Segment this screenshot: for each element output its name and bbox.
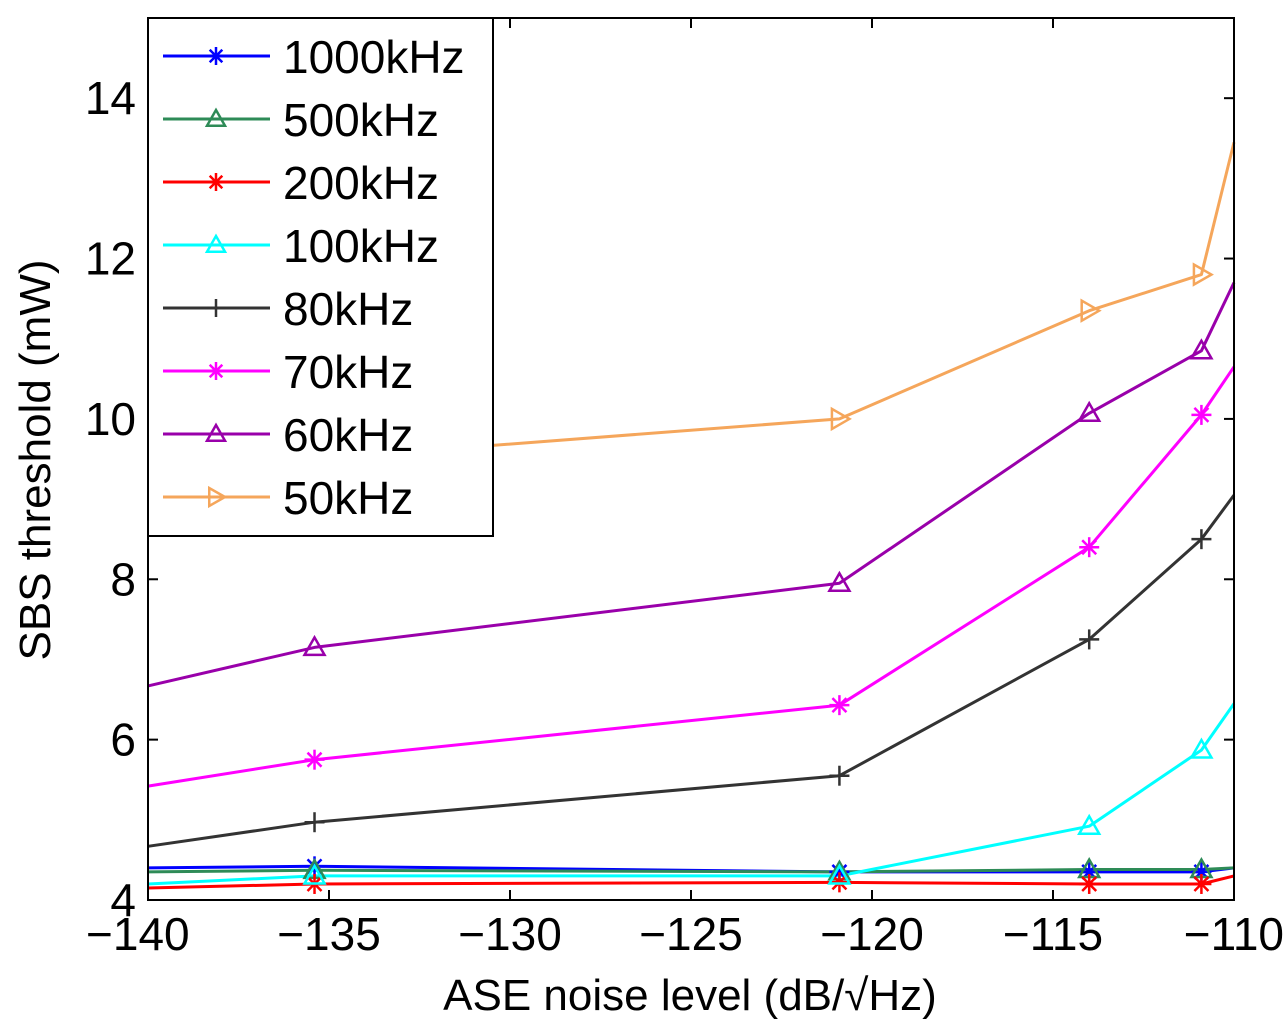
legend-label: 60kHz — [283, 409, 413, 461]
data-point-100khz — [827, 863, 852, 885]
x-axis-label: ASE noise level (dB/√Hz) — [443, 971, 937, 1020]
legend-label: 100kHz — [283, 220, 439, 272]
legend-marker — [207, 47, 225, 65]
y-tick-label: 4 — [110, 874, 136, 926]
data-point-60khz — [1189, 338, 1214, 360]
data-point-80khz — [829, 765, 850, 786]
series-line-80khz — [147, 494, 1236, 848]
data-point-200khz — [1191, 873, 1212, 894]
data-point-100khz — [302, 863, 327, 885]
y-tick-label: 12 — [85, 233, 136, 285]
series-line-100khz — [147, 702, 1236, 886]
data-point-80khz — [1191, 529, 1212, 550]
data-point-80khz — [304, 812, 325, 833]
x-tick-label: −130 — [458, 908, 562, 960]
legend-box — [147, 17, 494, 537]
legend-marker — [204, 422, 228, 442]
data-point-50khz — [830, 406, 852, 432]
data-point-60khz — [302, 634, 327, 657]
legend: 1000kHz 500kHz 200kHz 100kHz 80kHz 70kHz 60kHz… — [147, 17, 494, 537]
legend-label: 200kHz — [283, 157, 439, 209]
legend-label: 70kHz — [283, 346, 413, 398]
x-tick-label: −110 — [1184, 908, 1284, 960]
legend-marker — [207, 173, 225, 191]
legend-entry-200khz: 200kHz — [163, 157, 439, 209]
y-tick-label: 10 — [85, 393, 136, 445]
data-point-100khz — [1077, 813, 1102, 835]
legend-label: 50kHz — [283, 472, 413, 524]
legend-marker — [208, 485, 228, 509]
x-tick-label: −120 — [820, 908, 924, 960]
x-axis: −140 −135 −130 −125 −120 −115 −110 — [86, 18, 1284, 960]
data-point-70khz — [304, 749, 325, 770]
y-tick-label: 6 — [110, 714, 136, 766]
series-line-60khz — [147, 281, 1236, 688]
legend-entry-500khz: 500kHz — [163, 94, 439, 146]
x-tick-label: −115 — [1003, 908, 1103, 960]
legend-marker — [204, 233, 228, 253]
x-tick-label: −125 — [639, 908, 743, 960]
plot-markers — [302, 262, 1214, 894]
y-axis: 4 6 8 10 12 14 — [85, 72, 1234, 926]
legend-entry-100khz: 100kHz — [163, 220, 439, 272]
data-point-70khz — [1191, 404, 1212, 425]
y-axis-label: SBS threshold (mW) — [11, 260, 60, 661]
legend-marker — [207, 362, 225, 380]
legend-entry-60khz: 60kHz — [163, 409, 413, 461]
data-point-60khz — [1077, 400, 1102, 423]
x-tick-label: −135 — [277, 908, 381, 960]
data-point-80khz — [1079, 629, 1100, 650]
legend-label: 500kHz — [283, 94, 439, 146]
legend-marker — [207, 299, 225, 317]
legend-entry-70khz: 70kHz — [163, 346, 413, 398]
legend-label: 1000kHz — [283, 31, 465, 83]
data-point-200khz — [1079, 873, 1100, 894]
data-point-70khz — [1079, 537, 1100, 558]
legend-label: 80kHz — [283, 283, 413, 335]
legend-entry-50khz: 50kHz — [163, 472, 413, 524]
series-line-70khz — [147, 365, 1236, 788]
data-point-50khz — [1192, 262, 1214, 287]
data-point-100khz — [1189, 737, 1214, 759]
series-line-200khz — [147, 874, 1235, 890]
legend-entry-80khz: 80kHz — [163, 283, 413, 335]
legend-entry-1000khz: 1000kHz — [163, 31, 465, 83]
legend-marker — [204, 107, 228, 127]
x-tick-label: −140 — [86, 908, 190, 960]
y-tick-label: 14 — [85, 72, 136, 124]
data-point-60khz — [827, 570, 852, 593]
data-point-50khz — [1080, 298, 1102, 323]
y-tick-label: 8 — [110, 553, 136, 605]
data-point-70khz — [829, 695, 850, 716]
